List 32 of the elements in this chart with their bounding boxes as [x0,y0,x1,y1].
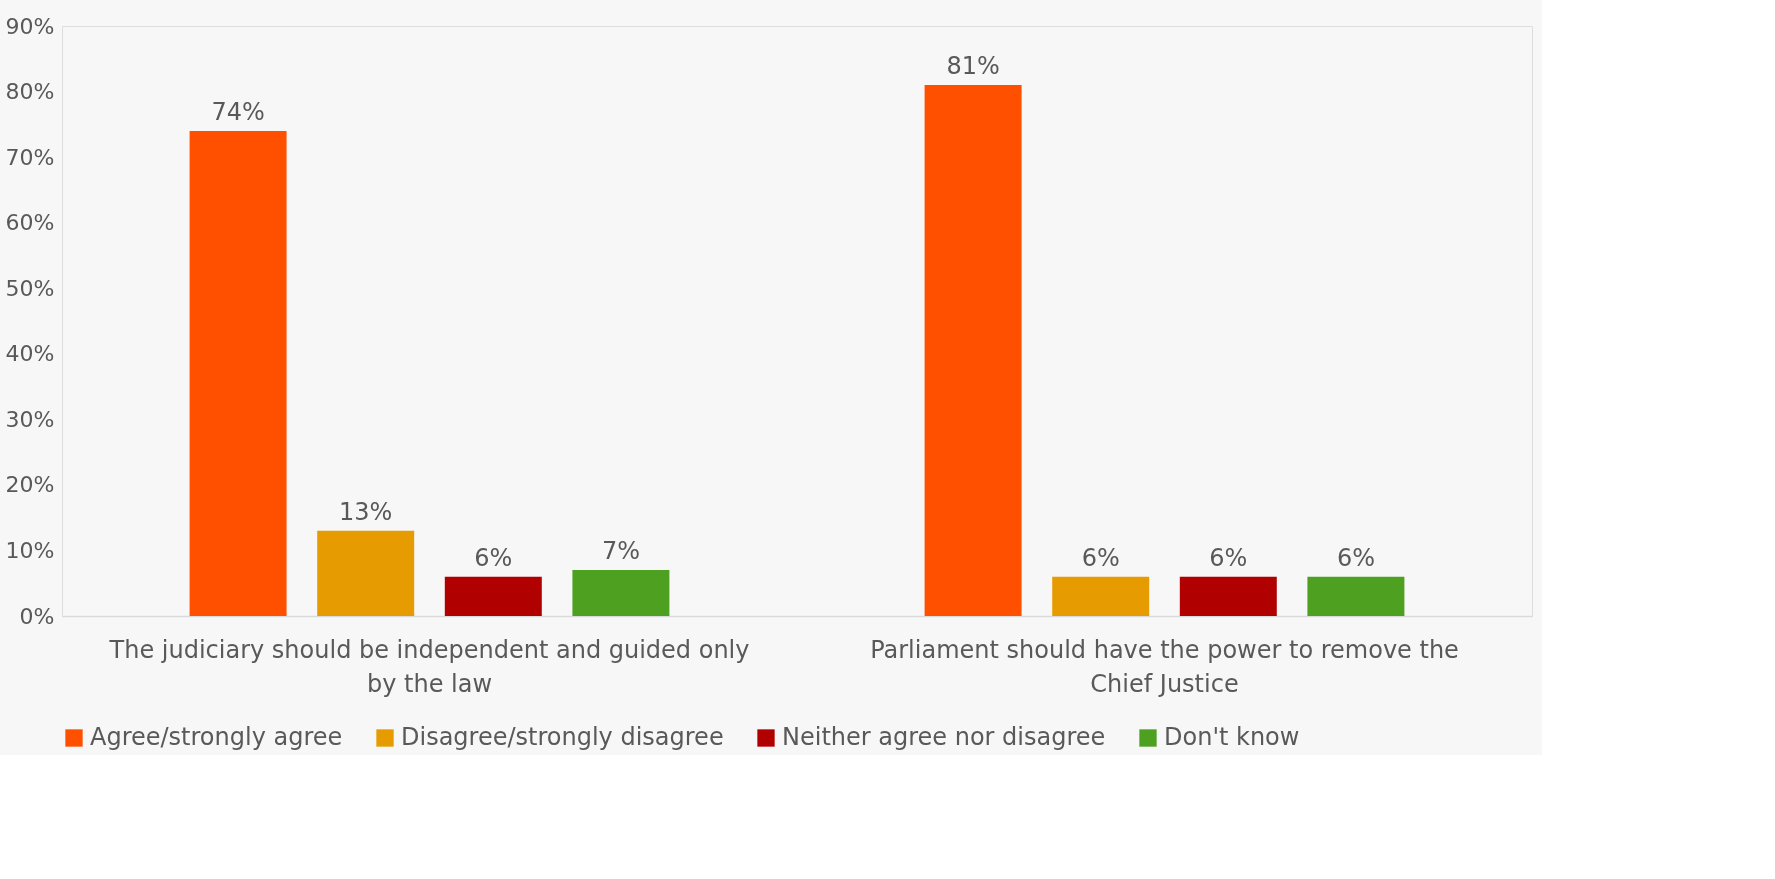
bar [444,576,542,616]
bar [572,570,670,616]
legend-label: Neither agree nor disagree [782,723,1106,751]
data-label: 6% [1209,543,1248,572]
bar [1179,576,1277,616]
y-tick-label: 10% [5,537,55,563]
bar [317,530,415,616]
y-tick-label: 40% [5,341,55,367]
y-tick-label: 70% [5,144,55,170]
bar [924,85,1022,616]
y-tick-label: 90% [5,13,55,39]
bar [189,130,287,616]
data-label: 7% [601,537,640,566]
bar [1052,576,1150,616]
y-tick-label: 0% [19,603,55,629]
data-label: 6% [1336,543,1375,572]
data-label: 81% [946,52,1000,80]
data-label: 74% [211,97,265,126]
x-tick-label: Parliament should have the power to remove the Chief Justice [870,635,1459,698]
data-label: 6% [1081,543,1120,572]
legend-label: Don't know [1164,723,1300,751]
bar [1307,576,1405,616]
data-label: 6% [474,543,513,572]
y-tick-label: 30% [5,406,55,432]
data-label: 13% [339,497,393,526]
x-tick-label: The judiciary should be independent and guided only by the law [108,635,750,698]
y-tick-label: 50% [5,275,55,301]
y-tick-label: 20% [5,472,55,498]
y-tick-label: 60% [5,210,55,236]
legend-label: Disagree/strongly disagree [401,723,724,751]
y-tick-label: 80% [5,79,55,105]
legend-label: Agree/strongly agree [90,723,343,751]
